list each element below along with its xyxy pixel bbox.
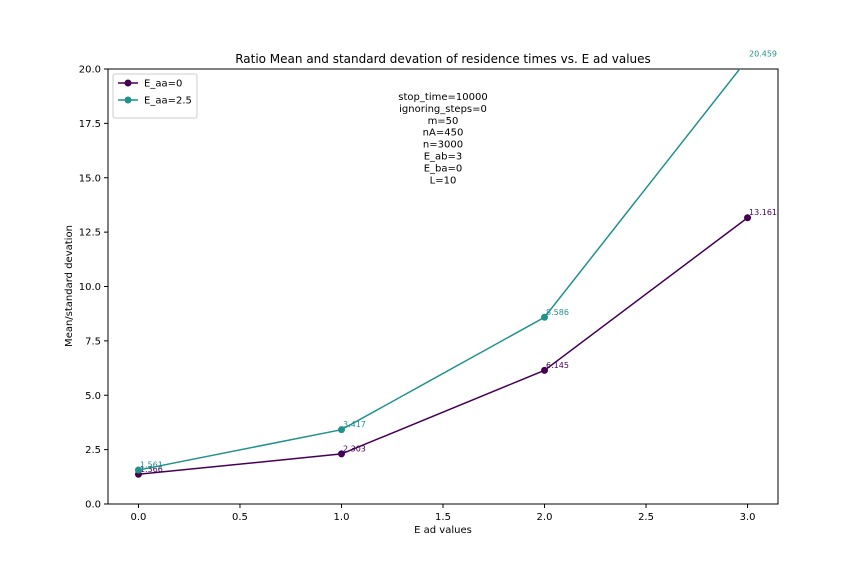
series-line: [138, 217, 748, 476]
data-label: 8.586: [546, 308, 569, 317]
data-label: 13.161: [749, 208, 777, 217]
legend-frame: [112, 73, 198, 119]
y-tick-label: 17.5: [79, 119, 101, 130]
data-label: 2.303: [343, 444, 366, 453]
x-tick-label: 2.5: [638, 512, 654, 523]
y-tick-label: 2.5: [85, 445, 101, 456]
x-tick-label: 0.5: [232, 512, 248, 523]
y-tick-label: 5.0: [85, 391, 101, 402]
annotation-line: stop_time=10000: [398, 92, 487, 103]
series-line: [138, 69, 741, 471]
x-axis-label: E ad values: [414, 525, 472, 536]
series-e-aa-0: 1.366 2.303 6.145 13.161: [134, 208, 777, 478]
legend-marker: [124, 96, 132, 104]
data-point: [541, 313, 549, 321]
annotation-line: n=3000: [423, 140, 463, 151]
annotation-line: L=10: [430, 175, 457, 186]
series-layer: 1.366 2.303 6.145 13.161 1.561 3.417 8.586 20.4…: [134, 50, 777, 478]
data-point: [744, 214, 752, 222]
annotation-line: m=50: [428, 116, 459, 127]
plot-area: [107, 68, 779, 505]
x-tick-label: 0.0: [131, 512, 147, 523]
x-tick-label: 2.0: [537, 512, 553, 523]
data-label: 1.366: [140, 465, 163, 474]
data-label: 3.417: [343, 420, 366, 429]
y-tick-label: 20.0: [79, 65, 101, 76]
y-tick-label: 12.5: [79, 228, 101, 239]
legend-item: E_aa=2.5: [118, 96, 192, 107]
x-axis-ticks: 0.0 0.5 1.0 1.5 2.0 2.5 3.0: [131, 504, 756, 523]
legend-label: E_aa=2.5: [144, 96, 192, 107]
annotation-line: ignoring_steps=0: [399, 104, 487, 115]
annotation-line: E_ab=3: [424, 152, 463, 163]
data-point: [337, 450, 345, 458]
y-axis-label: Mean/standard devation: [64, 225, 75, 347]
legend-marker: [124, 79, 132, 87]
annotation-line: nA=450: [423, 128, 464, 139]
y-axis-ticks: 0.0 2.5 5.0 7.5 10.0 12.5 15.0 17.5 20.0: [79, 65, 108, 511]
y-tick-label: 0.0: [85, 500, 101, 511]
x-tick-label: 1.5: [435, 512, 451, 523]
plot-frame: [107, 68, 779, 505]
data-point: [337, 426, 345, 434]
annotation-line: E_ba=0: [424, 163, 463, 174]
y-tick-label: 15.0: [79, 173, 101, 184]
legend: E_aa=0 E_aa=2.5: [112, 73, 198, 119]
data-point: [134, 466, 142, 474]
data-label: 1.561: [140, 461, 163, 470]
x-tick-label: 3.0: [740, 512, 756, 523]
data-point: [541, 366, 549, 374]
y-tick-label: 7.5: [85, 336, 101, 347]
x-tick-label: 1.0: [334, 512, 350, 523]
legend-label: E_aa=0: [144, 79, 182, 90]
legend-item: E_aa=0: [118, 79, 182, 90]
data-label: 6.145: [546, 361, 569, 370]
parameter-annotation: stop_time=10000ignoring_steps=0m=50nA=45…: [398, 92, 487, 186]
data-label: 20.459: [749, 50, 777, 59]
y-tick-label: 10.0: [79, 282, 101, 293]
series-e-aa-2-5: 1.561 3.417 8.586 20.459: [134, 50, 777, 474]
chart-title: Ratio Mean and standard devation of resi…: [235, 52, 651, 66]
